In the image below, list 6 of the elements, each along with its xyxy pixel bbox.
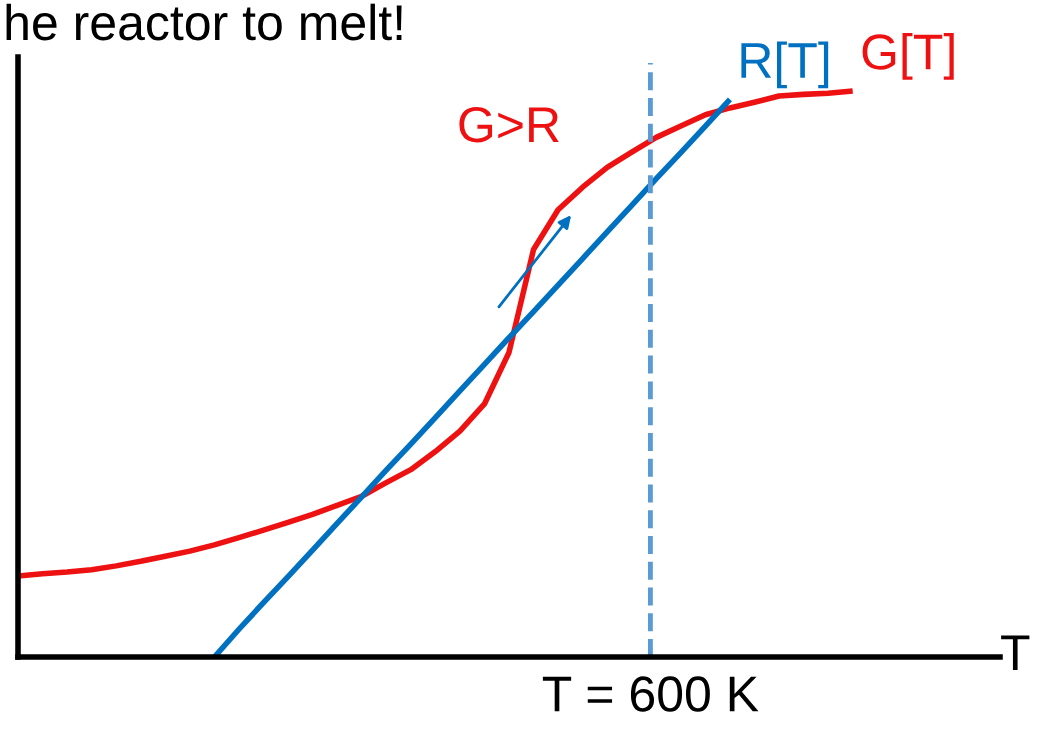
chart-title: he reactor to melt! — [6, 3, 402, 41]
series-label: R[T] — [741, 41, 829, 89]
x-axis-title: T — [1001, 635, 1030, 670]
series-label: G[T] — [862, 33, 954, 80]
annotation: G>R — [459, 107, 559, 143]
text: T = 600 K — [542, 676, 759, 712]
